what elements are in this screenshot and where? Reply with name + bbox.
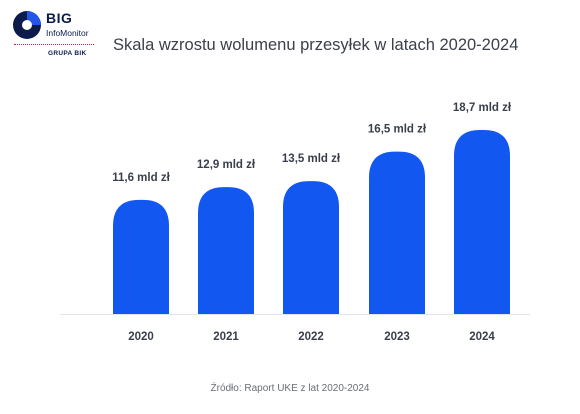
bar-2023 bbox=[369, 151, 425, 314]
bar-2022 bbox=[283, 181, 339, 314]
x-tick-2022: 2022 bbox=[298, 331, 324, 343]
chart-title: Skala wzrostu wolumenu przesyłek w latac… bbox=[113, 36, 519, 54]
logo-name: BIG bbox=[46, 10, 73, 26]
x-tick-2024: 2024 bbox=[469, 331, 495, 343]
x-tick-2021: 2021 bbox=[213, 331, 239, 343]
data-label-2024: 18,7 mld zł bbox=[453, 102, 512, 114]
bar-2020 bbox=[113, 199, 169, 314]
data-label-2022: 13,5 mld zł bbox=[282, 153, 341, 165]
logo-divider bbox=[14, 44, 94, 45]
data-label-2021: 12,9 mld zł bbox=[197, 159, 256, 171]
big-logo-icon bbox=[13, 11, 41, 39]
x-tick-2023: 2023 bbox=[384, 331, 410, 343]
logo: BIG InfoMonitor GRUPA BIK bbox=[12, 8, 112, 58]
x-tick-2020: 2020 bbox=[128, 331, 154, 343]
data-label-2020: 11,6 mld zł bbox=[112, 172, 170, 184]
logo-subname: InfoMonitor bbox=[46, 28, 89, 38]
source-note: Źródło: Raport UKE z lat 2020-2024 bbox=[210, 383, 370, 394]
logo-group-label: GRUPA BIK bbox=[48, 50, 87, 57]
data-label-2023: 16,5 mld zł bbox=[368, 124, 427, 136]
bar-2024 bbox=[454, 130, 510, 314]
bar-2021 bbox=[198, 187, 254, 314]
